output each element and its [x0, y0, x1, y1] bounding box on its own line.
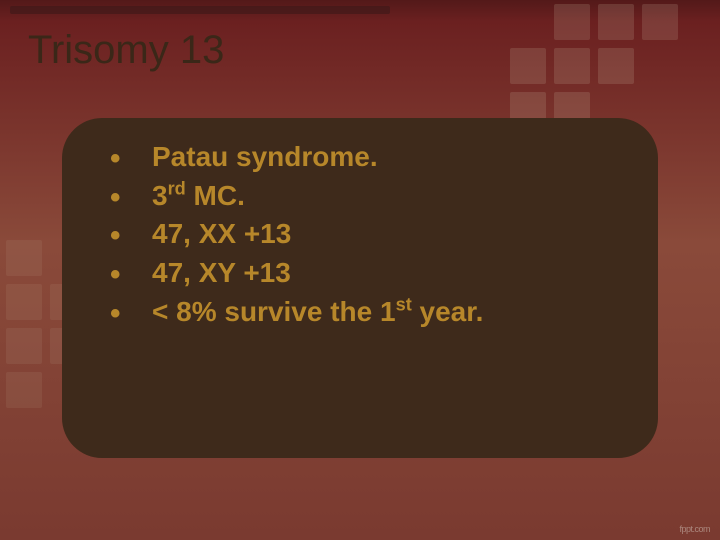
bullet-text: 47, XY +13	[152, 257, 291, 288]
bullet-text: 47, XX +13	[152, 218, 291, 249]
bullet-text: 3	[152, 180, 168, 211]
bullet-item: Patau syndrome.	[100, 138, 483, 177]
page-title: Trisomy 13	[28, 28, 224, 73]
top-accent-bar	[10, 6, 390, 14]
bullet-item: 47, XY +13	[100, 254, 483, 293]
bullet-text: MC.	[186, 180, 245, 211]
bullet-superscript: rd	[168, 178, 186, 198]
bullet-text: Patau syndrome.	[152, 141, 378, 172]
slide: Trisomy 13 Patau syndrome. 3rd MC. 47, X…	[0, 0, 720, 540]
watermark: fppt.com	[679, 524, 710, 534]
bullet-list: Patau syndrome. 3rd MC. 47, XX +13 47, X…	[100, 138, 483, 331]
bullet-text: year.	[412, 296, 484, 327]
bullet-item: < 8% survive the 1st year.	[100, 293, 483, 332]
bullet-superscript: st	[396, 294, 412, 314]
bullet-item: 3rd MC.	[100, 177, 483, 216]
bullet-text: < 8% survive the 1	[152, 296, 396, 327]
bullet-item: 47, XX +13	[100, 215, 483, 254]
